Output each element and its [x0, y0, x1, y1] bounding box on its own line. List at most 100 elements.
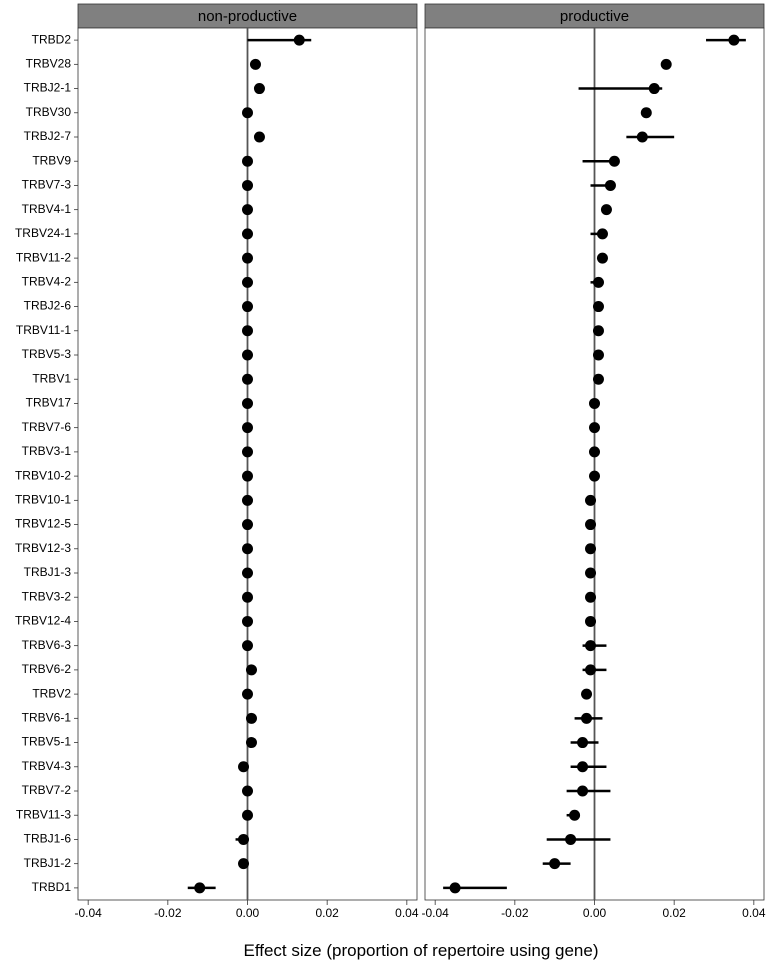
gene-label: TRBJ1-2 — [24, 856, 72, 870]
data-point — [242, 156, 253, 167]
gene-label: TRBV4-2 — [22, 275, 72, 289]
data-point — [589, 446, 600, 457]
data-point — [609, 156, 620, 167]
gene-label: TRBJ1-3 — [24, 565, 72, 579]
data-point — [605, 180, 616, 191]
data-point — [641, 107, 652, 118]
gene-label: TRBV9 — [32, 153, 71, 167]
data-point — [661, 59, 672, 70]
effect-size-chart: non-productive-0.04-0.020.000.020.04prod… — [0, 0, 770, 962]
data-point — [242, 277, 253, 288]
data-point — [242, 107, 253, 118]
gene-label: TRBV6-1 — [22, 711, 72, 725]
data-point — [242, 350, 253, 361]
x-axis-title: Effect size (proportion of repertoire us… — [244, 941, 599, 960]
data-point — [577, 737, 588, 748]
gene-label: TRBJ2-1 — [24, 81, 72, 95]
data-point — [246, 737, 257, 748]
chart-svg: non-productive-0.04-0.020.000.020.04prod… — [0, 0, 770, 962]
data-point — [585, 543, 596, 554]
x-tick-label: -0.04 — [421, 906, 449, 920]
data-point — [242, 374, 253, 385]
data-point — [593, 374, 604, 385]
data-point — [238, 834, 249, 845]
gene-label: TRBV24-1 — [15, 226, 71, 240]
data-point — [242, 810, 253, 821]
data-point — [593, 277, 604, 288]
gene-label: TRBV11-3 — [16, 807, 71, 821]
data-point — [242, 422, 253, 433]
data-point — [589, 422, 600, 433]
data-point — [585, 640, 596, 651]
data-point — [242, 471, 253, 482]
data-point — [242, 446, 253, 457]
data-point — [597, 253, 608, 264]
gene-label: TRBV17 — [26, 396, 72, 410]
x-tick-label: 0.00 — [583, 906, 607, 920]
data-point — [565, 834, 576, 845]
gene-label: TRBV12-3 — [15, 541, 71, 555]
gene-label: TRBV7-6 — [22, 420, 72, 434]
gene-label: TRBV5-3 — [22, 347, 72, 361]
data-point — [294, 35, 305, 46]
data-point — [242, 519, 253, 530]
gene-label: TRBV28 — [26, 57, 72, 71]
gene-label: TRBV1 — [32, 371, 71, 385]
data-point — [581, 713, 592, 724]
data-point — [242, 689, 253, 700]
data-point — [585, 519, 596, 530]
gene-label: TRBV11-1 — [16, 323, 71, 337]
gene-label: TRBV10-1 — [15, 493, 71, 507]
data-point — [585, 664, 596, 675]
data-point — [589, 471, 600, 482]
facet-title-productive: productive — [560, 8, 629, 25]
x-tick-label: 0.02 — [315, 906, 339, 920]
gene-label: TRBD2 — [32, 32, 72, 46]
data-point — [238, 761, 249, 772]
gene-label: TRBV11-2 — [16, 250, 71, 264]
data-point — [569, 810, 580, 821]
gene-label: TRBV7-2 — [22, 783, 72, 797]
gene-label: TRBV3-1 — [22, 444, 72, 458]
gene-label: TRBV10-2 — [15, 468, 71, 482]
data-point — [593, 301, 604, 312]
gene-label: TRBD1 — [32, 880, 72, 894]
data-point — [585, 495, 596, 506]
data-point — [577, 786, 588, 797]
gene-label: TRBV12-5 — [15, 517, 71, 531]
data-point — [238, 858, 249, 869]
data-point — [597, 228, 608, 239]
data-point — [589, 398, 600, 409]
data-point — [242, 180, 253, 191]
data-point — [194, 882, 205, 893]
data-point — [242, 398, 253, 409]
data-point — [242, 568, 253, 579]
gene-label: TRBV2 — [32, 686, 71, 700]
gene-label: TRBV4-1 — [22, 202, 72, 216]
data-point — [242, 325, 253, 336]
data-point — [242, 253, 253, 264]
gene-label: TRBV5-1 — [22, 735, 72, 749]
data-point — [254, 132, 265, 143]
x-tick-label: -0.02 — [154, 906, 182, 920]
data-point — [593, 350, 604, 361]
data-point — [250, 59, 261, 70]
data-point — [242, 616, 253, 627]
x-tick-label: 0.02 — [662, 906, 686, 920]
data-point — [242, 204, 253, 215]
x-tick-label: 0.00 — [236, 906, 260, 920]
x-tick-label: 0.04 — [742, 906, 766, 920]
gene-label: TRBV7-3 — [22, 178, 72, 192]
data-point — [242, 543, 253, 554]
data-point — [585, 568, 596, 579]
data-point — [549, 858, 560, 869]
data-point — [585, 592, 596, 603]
data-point — [601, 204, 612, 215]
data-point — [450, 882, 461, 893]
gene-label: TRBJ2-6 — [24, 299, 72, 313]
gene-label: TRBV3-2 — [22, 589, 72, 603]
x-tick-label: -0.02 — [501, 906, 529, 920]
data-point — [246, 664, 257, 675]
data-point — [242, 592, 253, 603]
x-tick-label: -0.04 — [74, 906, 102, 920]
